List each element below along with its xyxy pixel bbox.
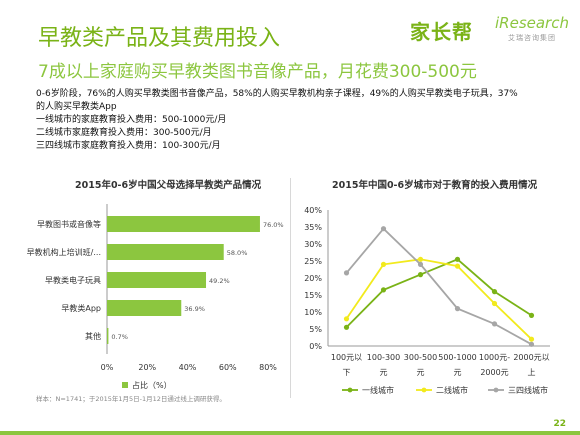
line-point: [454, 256, 461, 262]
line-point: [417, 256, 424, 262]
line-x-tick-label: 元: [380, 368, 388, 377]
bar-value-label: 76.0%: [263, 221, 284, 229]
description-line: 的人购买早教类App: [36, 102, 117, 112]
line-legend-label: 三四线城市: [508, 385, 548, 395]
description-line: 三四线城市家庭教育投入费用：100-300元/月: [36, 141, 221, 151]
line-point: [454, 306, 461, 312]
line-series: [345, 258, 533, 340]
page-subtitle: 7成以上家庭购买早教类图书音像产品，月花费300-500元: [38, 62, 477, 82]
bar: [107, 328, 109, 344]
line-x-tick-label: 300-500: [404, 353, 437, 362]
line-point: [380, 287, 387, 293]
iresearch-logo-subtitle: 艾瑞咨询集团: [508, 34, 556, 42]
bar-x-tick-label: 20%: [138, 363, 156, 372]
line-point: [343, 316, 350, 322]
bar-chart-title: 2015年0-6岁中国父母选择早教类产品情况: [75, 180, 262, 191]
description-line: 一线城市的家庭教育投入费用：500-1000元/月: [36, 115, 227, 125]
chart-divider: [290, 178, 291, 398]
bar-x-tick-label: 0%: [101, 363, 114, 372]
bottom-accent-bar: [0, 431, 580, 435]
line-series: [345, 227, 532, 346]
bar-legend-swatch: [122, 382, 128, 388]
bar-category-label: 早教类App: [61, 303, 101, 313]
line-chart-title: 2015年中国0-6岁城市对于教育的投入费用情况: [332, 180, 538, 191]
bar-value-label: 49.2%: [209, 277, 230, 285]
bar-x-tick-label: 80%: [259, 363, 277, 372]
line-y-tick-label: 20%: [304, 274, 322, 283]
description-block: 0-6岁阶段，76%的人购买早教类图书音像产品，58%的人购买早教机构亲子课程，…: [36, 88, 556, 153]
line-point: [454, 263, 461, 269]
bar-category-label: 早教图书或音像等: [37, 219, 101, 229]
line-series: [345, 258, 532, 328]
line-y-tick-label: 5%: [309, 325, 322, 334]
page-title: 早教类产品及其费用投入: [38, 26, 281, 51]
line-x-tick-label: 1000元-: [479, 353, 510, 362]
line-point: [380, 261, 387, 267]
line-y-tick-label: 35%: [304, 223, 322, 232]
description-line: 0-6岁阶段，76%的人购买早教类图书音像产品，58%的人购买早教机构亲子课程，…: [36, 89, 518, 99]
bar-chart: 早教图书或音像等 76.0% 早教机构上培训班/... 58.0% 早教类电子玩具 49.…: [27, 204, 284, 390]
line-legend-label: 二线城市: [436, 385, 468, 395]
line-point: [343, 324, 350, 330]
line-point: [417, 272, 424, 278]
line-legend-label: 一线城市: [362, 385, 394, 395]
bar-x-tick-label: 40%: [179, 363, 197, 372]
iresearch-logo: iResearch: [495, 14, 569, 32]
bar-category-label: 早教机构上培训班/...: [27, 247, 101, 257]
line-x-tick-label: 下: [343, 368, 351, 377]
bar-x-tick-label: 60%: [219, 363, 237, 372]
line-point: [343, 270, 350, 276]
line-x-tick-label: 元: [454, 368, 462, 377]
jiazhangbang-logo: 家长帮: [410, 20, 473, 44]
line-x-tick-label: 100元以: [331, 353, 362, 362]
line-x-tick-label: 100-300: [367, 353, 400, 362]
line-point: [528, 336, 535, 342]
line-point: [491, 289, 498, 295]
line-point: [491, 300, 498, 307]
line-y-tick-label: 30%: [304, 240, 322, 249]
bar-value-label: 0.7%: [111, 333, 128, 341]
line-y-tick-label: 10%: [304, 308, 322, 317]
page-number: 22: [553, 419, 566, 429]
line-x-tick-label: 500-1000: [438, 353, 477, 362]
bar-value-label: 36.9%: [184, 305, 205, 313]
bar: [107, 300, 182, 316]
line-x-tick-label: 2000元: [480, 368, 508, 377]
line-y-tick-label: 40%: [304, 206, 322, 215]
line-legend-marker: [421, 387, 427, 393]
line-x-tick-label: 上: [528, 368, 536, 377]
bar-category-label: 其他: [85, 331, 101, 341]
line-y-tick-label: 0%: [309, 342, 322, 351]
bar: [107, 272, 207, 288]
line-y-tick-label: 25%: [304, 257, 322, 266]
line-legend-marker: [493, 387, 499, 393]
bar: [107, 216, 260, 232]
bar: [107, 244, 224, 260]
bar-category-label: 早教类电子玩具: [45, 275, 101, 285]
bar-legend-label: 占比（%）: [132, 380, 172, 390]
bar-value-label: 58.0%: [227, 249, 248, 257]
line-point: [528, 312, 535, 318]
footnote: 样本：N=1741；于2015年1月5日-1月12日通过线上调研获得。: [36, 395, 226, 403]
line-point: [417, 261, 424, 267]
line-y-tick-label: 15%: [304, 291, 322, 300]
line-point: [491, 321, 498, 327]
line-x-tick-label: 元: [417, 368, 425, 377]
line-x-tick-label: 2000元以: [513, 353, 549, 362]
line-legend-marker: [347, 387, 353, 393]
line-point: [528, 341, 535, 347]
description-line: 二线城市家庭教育投入费用：300-500元/月: [36, 128, 212, 138]
line-point: [380, 226, 387, 232]
